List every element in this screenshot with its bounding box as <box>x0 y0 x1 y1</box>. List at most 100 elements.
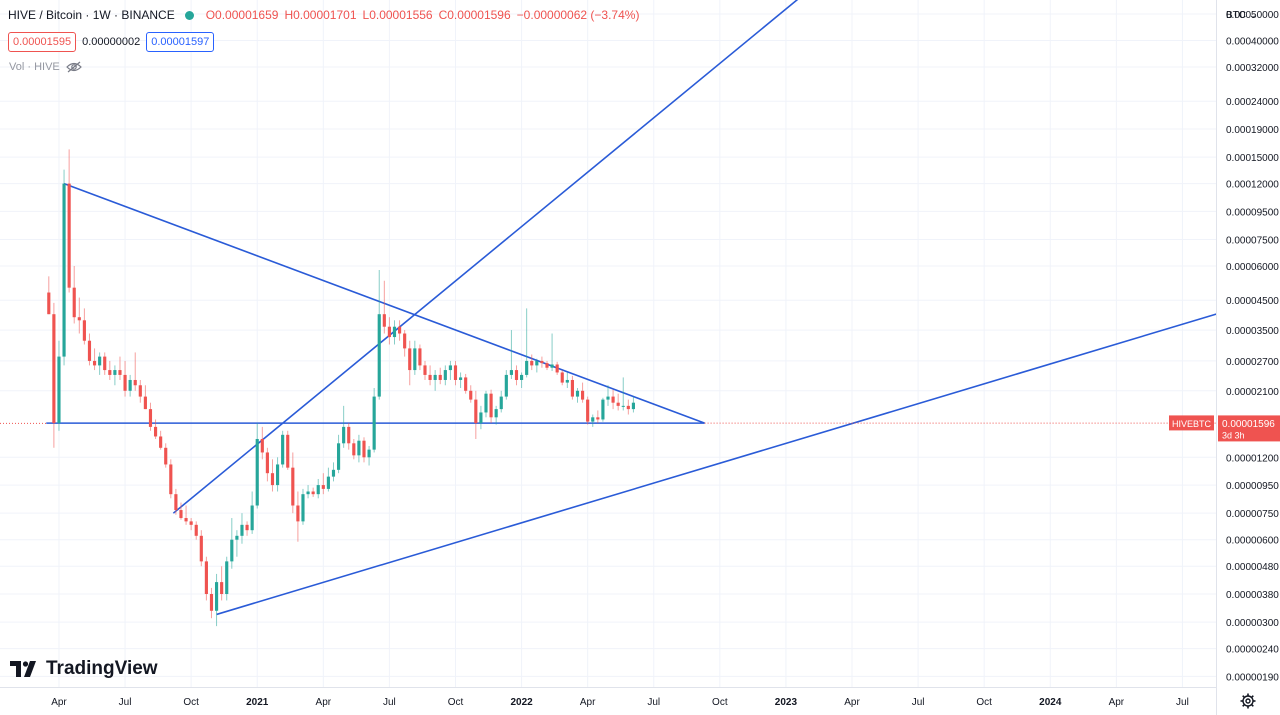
candle-body <box>443 370 447 380</box>
candle-body <box>87 340 92 361</box>
axis-currency-label: BTC ⌄ <box>1226 10 1257 21</box>
candle <box>464 373 468 394</box>
candle <box>220 566 224 601</box>
candle <box>306 485 310 499</box>
price-tick-label: 0.00032000 <box>1226 63 1279 74</box>
candle <box>474 390 478 439</box>
candle-body <box>194 524 198 536</box>
chart-grid <box>0 0 1216 687</box>
candle-body <box>504 374 508 397</box>
candle-body <box>123 374 127 391</box>
sell-button[interactable]: 0.00001595 <box>8 32 77 52</box>
candle-body <box>377 314 381 397</box>
time-axis: Apr Jul Oct 2021 Apr Jul Oct 2022 Apr Jul Oct 2023 A… <box>0 687 1216 708</box>
eye-hidden-icon[interactable] <box>65 61 82 73</box>
candle <box>270 459 275 492</box>
candle <box>265 447 269 482</box>
candle <box>321 473 325 495</box>
candle-body <box>98 356 102 366</box>
candle <box>494 405 498 425</box>
candle <box>403 330 407 357</box>
candle <box>133 352 137 391</box>
chart-settings-button[interactable] <box>1216 687 1280 715</box>
candle <box>438 367 442 385</box>
candle <box>118 356 122 380</box>
candle <box>159 430 163 450</box>
candle-body <box>77 317 81 321</box>
candle-body <box>362 440 366 458</box>
candle <box>184 505 188 525</box>
candle <box>316 478 320 499</box>
candle <box>392 320 397 345</box>
candle-body <box>47 292 51 315</box>
candle <box>408 340 412 386</box>
candle <box>448 360 452 380</box>
candle-body <box>479 412 483 424</box>
candle <box>489 389 493 424</box>
buy-button[interactable]: 0.00001597 <box>146 32 215 52</box>
candle <box>484 390 488 418</box>
candle <box>377 270 381 400</box>
candle <box>382 280 386 334</box>
ohlc-low: L0.00001556 <box>362 8 433 22</box>
candle-body <box>550 364 554 368</box>
time-tick-label: 2022 <box>510 697 533 708</box>
candles <box>47 149 635 627</box>
candle-body <box>464 377 468 391</box>
candle <box>128 374 132 397</box>
time-tick-label: Jul <box>119 697 132 708</box>
candle <box>281 430 285 468</box>
candle <box>164 443 168 468</box>
candle <box>520 372 524 388</box>
candle <box>357 434 361 463</box>
candle-body <box>581 390 585 400</box>
candle-body <box>179 510 183 519</box>
time-tick-label: Apr <box>51 697 67 708</box>
time-tick-label: 2021 <box>246 697 269 708</box>
candle <box>204 556 208 601</box>
candle-body <box>62 183 66 357</box>
tradingview-logo-icon <box>10 661 36 677</box>
symbol-title[interactable]: HIVE / Bitcoin · 1W · BINANCE <box>8 8 175 22</box>
time-tick-label: Apr <box>1109 697 1125 708</box>
ohlc-high: H0.00001701 <box>284 8 357 22</box>
candle-body <box>148 409 153 427</box>
candle-body <box>316 485 320 495</box>
candle <box>362 437 366 463</box>
candle-body <box>260 438 264 453</box>
tradingview-logo[interactable]: TradingView <box>10 658 158 680</box>
candle <box>275 457 280 492</box>
time-tick-label: Apr <box>316 697 332 708</box>
candle <box>535 358 539 373</box>
candle <box>530 354 534 371</box>
candle-body <box>453 365 458 380</box>
candle <box>372 387 376 453</box>
candle <box>581 382 585 403</box>
time-tick-label: 2023 <box>775 697 798 708</box>
price-tick-label: 0.00015000 <box>1226 153 1279 164</box>
candle-body <box>113 370 117 375</box>
candle-body <box>306 491 310 495</box>
candle <box>225 556 229 601</box>
trendline-rising-support <box>216 302 1254 616</box>
candle-body <box>321 485 325 489</box>
price-tick-label: 0.00000300 <box>1226 618 1279 629</box>
candle <box>367 445 371 466</box>
candle-body <box>433 374 437 380</box>
candle-body <box>555 364 559 373</box>
candle <box>469 385 473 403</box>
candle-body <box>342 426 346 444</box>
price-tick-label: 0.00050000 <box>1226 10 1279 21</box>
price-tick-label: 0.00002700 <box>1226 357 1279 368</box>
candle <box>616 393 620 411</box>
candle-body <box>128 379 132 391</box>
volume-indicator[interactable]: Vol · HIVE <box>9 61 82 73</box>
candle <box>586 396 590 425</box>
candle <box>286 430 290 470</box>
candle-body <box>525 360 529 375</box>
candle-body <box>570 379 574 397</box>
candle-body <box>301 494 305 522</box>
candle-body <box>428 374 432 380</box>
candle-body <box>250 505 254 531</box>
